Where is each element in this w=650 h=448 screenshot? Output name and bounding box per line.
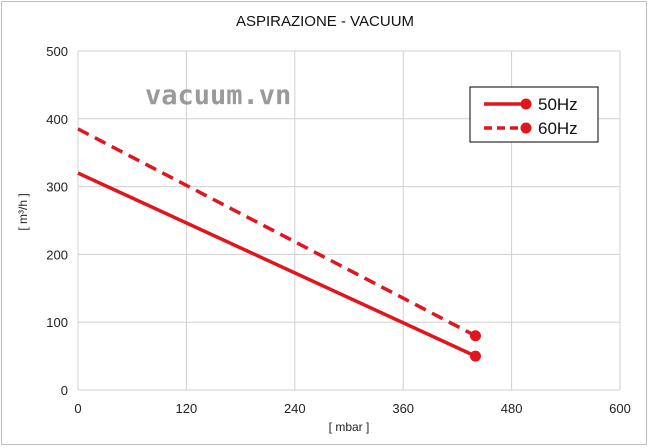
x-axis-label: [ mbar ]	[329, 420, 370, 434]
x-tick-label: 120	[176, 401, 198, 416]
data-point-50Hz	[469, 350, 481, 362]
series-group	[77, 127, 481, 362]
legend-box	[469, 86, 599, 143]
y-tick-label: 300	[46, 180, 68, 195]
y-tick-label: 100	[46, 315, 68, 330]
x-tick-labels: 0 120 240 360 480 600	[74, 401, 630, 416]
y-tick-label: 500	[46, 44, 68, 59]
watermark: vacuum.vn	[145, 80, 291, 111]
x-tick-label: 480	[501, 401, 523, 416]
legend: 50Hz 60Hz	[469, 86, 599, 143]
y-axis-label: [ m³/h ]	[16, 193, 30, 230]
y-tick-label: 200	[46, 247, 68, 262]
y-tick-label: 400	[46, 112, 68, 127]
y-tick-label: 0	[61, 383, 68, 398]
series-line-60Hz	[77, 127, 477, 338]
x-tick-label: 360	[392, 401, 414, 416]
legend-marker-60Hz	[520, 122, 532, 134]
data-point-60Hz	[469, 330, 481, 342]
x-tick-label: 0	[74, 401, 81, 416]
y-tick-labels: 0 100 200 300 400 500	[46, 44, 68, 398]
chart-title: ASPIRAZIONE - VACUUM	[236, 13, 414, 30]
legend-marker-50Hz	[520, 98, 532, 110]
x-tick-label: 240	[284, 401, 306, 416]
series-line-50Hz	[77, 171, 477, 358]
legend-label-60Hz: 60Hz	[538, 119, 578, 138]
x-tick-label: 600	[609, 401, 631, 416]
legend-label-50Hz: 50Hz	[538, 95, 578, 114]
